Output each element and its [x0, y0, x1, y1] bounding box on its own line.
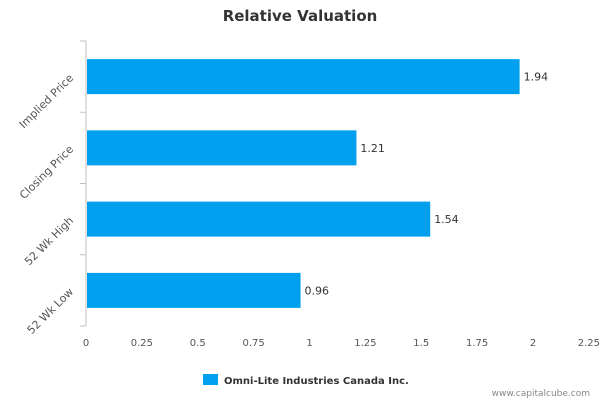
chart-title: Relative Valuation [223, 7, 378, 25]
plot-area: 1.94 Implied Price 1.21 Closing Price 1.54 52… [17, 40, 600, 349]
bar-52-wk-high [87, 201, 431, 237]
x-tick-label: 1.25 [354, 338, 376, 349]
source-credit: www.capitalcube.com [492, 389, 590, 399]
data-label: 0.96 [305, 284, 330, 297]
data-label: 1.54 [434, 213, 459, 226]
data-label: 1.21 [360, 142, 385, 155]
data-label: 1.94 [524, 71, 549, 84]
category-label: Closing Price [17, 143, 76, 202]
legend-label: Omni-Lite Industries Canada Inc. [224, 376, 409, 387]
legend-swatch [203, 374, 218, 385]
x-tick-label: 0.75 [242, 338, 264, 349]
legend: Omni-Lite Industries Canada Inc. [203, 374, 409, 387]
x-tick-label: 0 [83, 338, 89, 349]
x-tick-label: 1 [306, 338, 312, 349]
bar-52-wk-low [87, 272, 301, 308]
x-tick-label: 0.5 [190, 338, 206, 349]
x-tick-label: 1.5 [413, 338, 429, 349]
x-tick-label: 1.75 [466, 338, 488, 349]
x-tick-label: 2.25 [578, 338, 600, 349]
x-tick-label: 2 [530, 338, 536, 349]
bar-implied-price [87, 59, 520, 95]
bar-closing-price [87, 130, 357, 166]
category-label: Implied Price [17, 71, 77, 131]
category-label: 52 Wk High [22, 214, 76, 268]
category-label: 52 Wk Low [25, 285, 77, 337]
x-tick-label: 0.25 [131, 338, 153, 349]
